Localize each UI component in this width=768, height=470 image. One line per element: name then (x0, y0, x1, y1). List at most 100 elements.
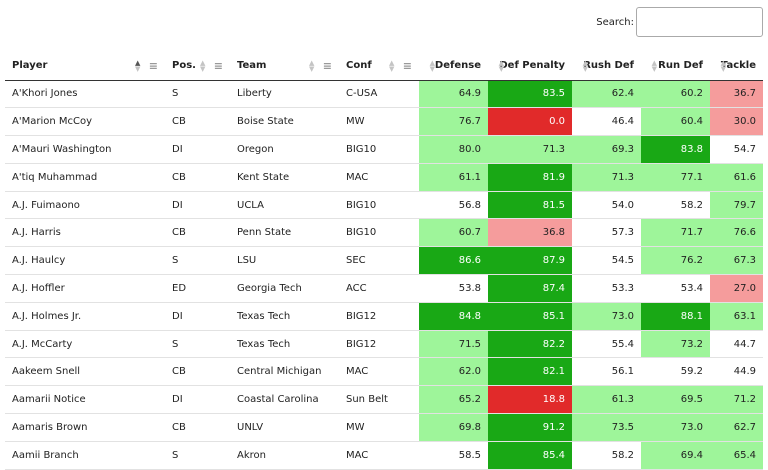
cell-tackle: 79.7 (710, 191, 763, 220)
sort-arrows-icon[interactable]: ▲ ▼ (309, 58, 315, 73)
cell-defense: 61.1 (419, 163, 488, 192)
cell-run-def: 53.4 (641, 274, 710, 303)
sort-arrows-icon[interactable]: ▲ ▼ (200, 58, 206, 73)
cell-conf: C-USA (339, 80, 419, 109)
cell-player: A'tiq Muhammad (5, 163, 165, 192)
cell-rush-def: 55.4 (572, 330, 641, 359)
cell-run-def: 73.0 (641, 413, 710, 442)
cell-defense: 53.8 (419, 274, 488, 303)
cell-rush-def: 73.0 (572, 302, 641, 331)
table-row[interactable]: A.J. Harris CB Penn State BIG10 60.7 36.8 57.3… (5, 218, 763, 248)
cell-team: LSU (230, 246, 339, 276)
cell-tackle: 62.7 (710, 413, 763, 442)
table-row[interactable]: A.J. Fuimaono DI UCLA BIG10 56.8 81.5 54.0 58.2… (5, 191, 763, 220)
cell-player: A'Khori Jones (5, 80, 165, 109)
table-row[interactable]: A.J. Haulcy S LSU SEC 86.6 87.9 54.5 76.2 67.3 (5, 246, 763, 276)
cell-run-def: 77.1 (641, 163, 710, 192)
column-header-rush-def[interactable]: ▲ ▼ Rush Def (572, 52, 641, 81)
table-row[interactable]: A'tiq Muhammad CB Kent State MAC 61.1 81.9 71.… (5, 163, 763, 192)
cell-def-penalty: 0.0 (488, 107, 572, 137)
column-menu-icon[interactable]: ≡ (402, 59, 412, 73)
cell-player: A.J. Harris (5, 218, 165, 248)
cell-def-penalty: 87.9 (488, 246, 572, 276)
cell-def-penalty: 82.1 (488, 357, 572, 387)
column-header-defense[interactable]: ▲ ▼ Defense (419, 52, 488, 81)
cell-rush-def: 56.1 (572, 357, 641, 387)
column-menu-icon[interactable]: ≡ (322, 59, 332, 73)
cell-pos: CB (165, 163, 230, 192)
table-row[interactable]: Aamii Branch S Akron MAC 58.5 85.4 58.2 69.4 65.… (5, 441, 763, 470)
column-header-label: Rush Def (583, 60, 634, 72)
cell-player: A.J. Fuimaono (5, 191, 165, 220)
cell-def-penalty: 82.2 (488, 330, 572, 359)
cell-rush-def: 69.3 (572, 135, 641, 164)
cell-defense: 86.6 (419, 246, 488, 276)
cell-player: Aamarii Notice (5, 385, 165, 415)
cell-tackle: 63.1 (710, 302, 763, 331)
table-row[interactable]: A'Marion McCoy CB Boise State MW 76.7 0.0 46.4… (5, 107, 763, 137)
cell-rush-def: 71.3 (572, 163, 641, 192)
column-header-player[interactable]: ▲ ▼ Player ≡ (5, 52, 165, 81)
column-header-conf[interactable]: ▲ ▼ Conf ≡ (339, 52, 419, 81)
cell-tackle: 61.6 (710, 163, 763, 192)
sort-arrows-icon[interactable]: ▲ ▼ (651, 58, 657, 73)
cell-conf: BIG12 (339, 302, 419, 331)
cell-team: Oregon (230, 135, 339, 164)
cell-pos: CB (165, 413, 230, 442)
cell-rush-def: 57.3 (572, 218, 641, 248)
column-header-team[interactable]: ▲ ▼ Team ≡ (230, 52, 339, 81)
column-header-tackle[interactable]: ▲ ▼ Tackle (710, 52, 763, 81)
sort-arrows-icon[interactable]: ▲ ▼ (498, 58, 504, 73)
table-row[interactable]: Aamarii Notice DI Coastal Carolina Sun Belt… (5, 385, 763, 415)
sort-arrows-icon[interactable]: ▲ ▼ (389, 58, 395, 73)
cell-team: Liberty (230, 80, 339, 109)
sort-arrows-icon[interactable]: ▲ ▼ (135, 58, 141, 73)
cell-team: Georgia Tech (230, 274, 339, 303)
search-label: Search: (596, 16, 634, 28)
cell-team: Texas Tech (230, 330, 339, 359)
cell-def-penalty: 85.4 (488, 441, 572, 470)
cell-run-def: 69.5 (641, 385, 710, 415)
table-row[interactable]: Aakeem Snell CB Central Michigan MAC 62.0 82.… (5, 357, 763, 387)
cell-player: Aakeem Snell (5, 357, 165, 387)
table-row[interactable]: A.J. Holmes Jr. DI Texas Tech BIG12 84.8 85.1… (5, 302, 763, 331)
table-row[interactable]: A.J. McCarty S Texas Tech BIG12 71.5 82.2 55.4… (5, 330, 763, 359)
cell-run-def: 58.2 (641, 191, 710, 220)
sort-arrows-icon[interactable]: ▲ ▼ (582, 58, 588, 73)
column-header-run-def[interactable]: ▲ ▼ Run Def (641, 52, 710, 81)
cell-rush-def: 53.3 (572, 274, 641, 303)
cell-pos: CB (165, 218, 230, 248)
search-bar: Search: (596, 7, 763, 37)
column-menu-icon[interactable]: ≡ (148, 59, 158, 73)
sort-arrows-icon[interactable]: ▲ ▼ (720, 58, 726, 73)
column-header-label: Run Def (658, 60, 703, 72)
cell-rush-def: 62.4 (572, 80, 641, 109)
table-row[interactable]: A'Mauri Washington DI Oregon BIG10 80.0 71.3 6… (5, 135, 763, 164)
cell-defense: 65.2 (419, 385, 488, 415)
search-input[interactable] (636, 7, 763, 37)
table-row[interactable]: A.J. Hoffler ED Georgia Tech ACC 53.8 87.4 53.… (5, 274, 763, 303)
cell-player: A.J. Hoffler (5, 274, 165, 303)
cell-tackle: 67.3 (710, 246, 763, 276)
cell-run-def: 69.4 (641, 441, 710, 470)
column-menu-icon[interactable]: ≡ (213, 59, 223, 73)
cell-defense: 56.8 (419, 191, 488, 220)
cell-def-penalty: 81.9 (488, 163, 572, 192)
cell-conf: Sun Belt (339, 385, 419, 415)
cell-def-penalty: 71.3 (488, 135, 572, 164)
cell-conf: MAC (339, 163, 419, 192)
cell-pos: S (165, 330, 230, 359)
cell-def-penalty: 85.1 (488, 302, 572, 331)
column-header-def-penalty[interactable]: ▲ ▼ Def Penalty (488, 52, 572, 81)
sort-arrows-icon[interactable]: ▲ ▼ (429, 58, 435, 73)
cell-rush-def: 54.0 (572, 191, 641, 220)
cell-tackle: 30.0 (710, 107, 763, 137)
table-row[interactable]: A'Khori Jones S Liberty C-USA 64.9 83.5 62.4 60… (5, 80, 763, 109)
cell-conf: MAC (339, 357, 419, 387)
cell-conf: BIG10 (339, 191, 419, 220)
cell-team: UCLA (230, 191, 339, 220)
cell-def-penalty: 18.8 (488, 385, 572, 415)
cell-tackle: 65.4 (710, 441, 763, 470)
column-header-pos[interactable]: ▲ ▼ Pos. ≡ (165, 52, 230, 81)
table-row[interactable]: Aamaris Brown CB UNLV MW 69.8 91.2 73.5 73.0 62.… (5, 413, 763, 442)
